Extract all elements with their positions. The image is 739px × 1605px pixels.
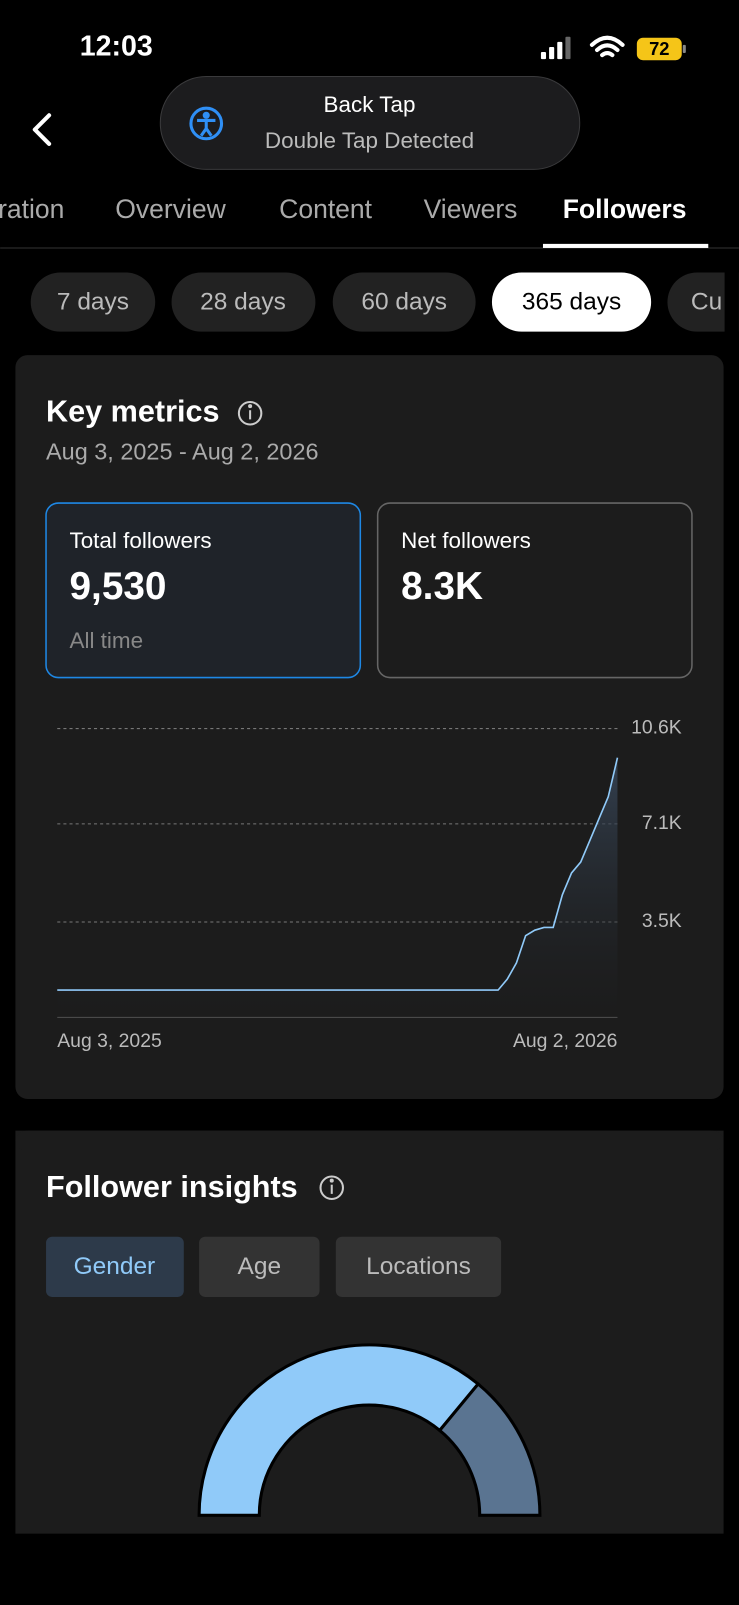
metric-note: All time <box>70 628 144 653</box>
wifi-icon <box>589 35 625 58</box>
metric-label: Net followers <box>401 528 531 553</box>
banner-title: Back Tap <box>324 92 416 117</box>
tab-active[interactable]: Followers <box>563 194 687 224</box>
line-chart: 3.5K 7.1K 10.6K Aug 3, 2025 Aug 2, 2026 <box>57 717 682 1052</box>
date-range: Aug 3, 2025 - Aug 2, 2026 <box>46 438 319 464</box>
signal-icon <box>540 36 571 60</box>
insight-button-label: Locations <box>366 1253 471 1280</box>
insight-button-active[interactable] <box>46 1236 184 1297</box>
y-tick-label: 10.6K <box>631 717 682 739</box>
x-tick-label: Aug 3, 2025 <box>57 1030 162 1052</box>
insights-card <box>15 1130 724 1534</box>
banner-subtitle: Double Tap Detected <box>265 128 474 153</box>
tab[interactable]: Content <box>279 194 373 224</box>
insight-button[interactable] <box>199 1236 320 1297</box>
back-button[interactable] <box>32 113 52 146</box>
y-tick-label: 7.1K <box>642 812 682 834</box>
metric-card[interactable] <box>376 502 693 679</box>
gauge-segment <box>437 1381 542 1517</box>
range-pill[interactable] <box>667 272 739 332</box>
tab[interactable]: Viewers <box>424 194 518 224</box>
status-time: 12:03 <box>80 31 153 63</box>
range-label: 365 days <box>522 289 621 316</box>
gauge-segment <box>197 1343 481 1517</box>
tab[interactable]: Overview <box>115 194 226 224</box>
tab-indicator <box>542 243 709 248</box>
insight-button-label: Age <box>238 1253 282 1280</box>
range-pill[interactable] <box>171 272 316 332</box>
insights-card-top <box>15 1130 724 1152</box>
range-pill[interactable] <box>30 272 156 332</box>
accessibility-icon <box>189 106 224 141</box>
battery-icon <box>636 37 682 61</box>
battery-level: 72 <box>649 38 669 59</box>
battery-tip <box>682 44 686 54</box>
area <box>57 757 618 1018</box>
range-label: Cu <box>691 289 722 316</box>
range-pill-active[interactable] <box>491 272 652 332</box>
banner <box>159 76 581 170</box>
y-tick-label: 3.5K <box>642 910 682 932</box>
section-title: Follower insights <box>46 1170 298 1204</box>
metric-label: Total followers <box>70 528 212 553</box>
info-icon[interactable] <box>237 401 263 426</box>
range-fade <box>724 265 739 342</box>
range-pill[interactable] <box>332 272 476 332</box>
metric-value: 8.3K <box>401 565 483 608</box>
range-label: 7 days <box>57 289 129 316</box>
info-icon[interactable] <box>319 1175 344 1200</box>
insight-button[interactable] <box>335 1236 502 1297</box>
metric-card-active[interactable] <box>45 502 362 679</box>
x-tick-label: Aug 2, 2026 <box>513 1030 618 1052</box>
range-label: 60 days <box>361 289 447 316</box>
metric-value: 9,530 <box>70 565 167 608</box>
range-label: 28 days <box>200 289 286 316</box>
insight-button-label: Gender <box>74 1253 156 1280</box>
tab[interactable]: ration <box>0 194 64 224</box>
gender-gauge <box>197 1343 542 1517</box>
section-title: Key metrics <box>46 394 220 428</box>
line <box>57 757 619 991</box>
